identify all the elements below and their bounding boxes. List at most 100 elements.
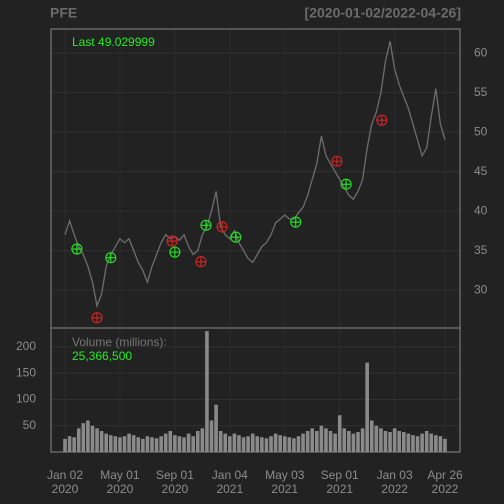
x-tick-label: May 01 2020 bbox=[100, 468, 140, 496]
volume-last: 25,366,500 bbox=[72, 349, 132, 363]
volume-bar bbox=[173, 435, 177, 452]
volume-bar bbox=[131, 435, 136, 452]
volume-bar bbox=[324, 428, 328, 452]
volume-bar bbox=[310, 428, 315, 452]
volume-bar bbox=[319, 425, 324, 452]
volume-bar bbox=[237, 435, 241, 452]
volume-tick-label: 100 bbox=[16, 392, 36, 406]
volume-bar bbox=[347, 430, 351, 452]
volume-bar bbox=[168, 430, 173, 452]
signal-marker bbox=[331, 155, 343, 167]
volume-bar bbox=[401, 432, 406, 452]
volume-bar bbox=[337, 415, 342, 452]
volume-bar bbox=[205, 331, 209, 452]
marker-cross bbox=[71, 244, 82, 255]
volume-bar bbox=[429, 433, 434, 452]
volume-bar bbox=[392, 428, 397, 452]
volume-bar bbox=[122, 436, 127, 452]
x-tick-label: Sep 01 2020 bbox=[156, 468, 194, 496]
volume-bar bbox=[356, 432, 360, 452]
volume-bar bbox=[383, 430, 388, 452]
volume-bar bbox=[104, 433, 109, 452]
marker-cross bbox=[105, 252, 116, 263]
volume-bar bbox=[305, 430, 310, 452]
y-tick-label: 50 bbox=[474, 124, 488, 138]
volume-bar bbox=[232, 433, 237, 452]
volume-bar bbox=[260, 437, 264, 452]
volume-bar bbox=[218, 430, 223, 452]
signal-marker bbox=[166, 235, 178, 247]
volume-bar bbox=[424, 430, 429, 452]
signal-marker bbox=[105, 252, 117, 264]
x-tick-label: Jan 02 2020 bbox=[47, 468, 83, 496]
volume-bar bbox=[388, 432, 392, 452]
marker-cross bbox=[195, 256, 206, 267]
marker-cross bbox=[331, 156, 342, 167]
volume-bar bbox=[154, 438, 159, 452]
signal-marker bbox=[216, 221, 228, 233]
volume-bar bbox=[255, 436, 260, 452]
volume-bar bbox=[374, 425, 379, 452]
volume-bar bbox=[250, 433, 255, 452]
y-tick-label: 30 bbox=[474, 282, 488, 296]
volume-bar bbox=[228, 436, 232, 452]
y-tick-label: 40 bbox=[474, 203, 488, 217]
y-tick-label: 35 bbox=[474, 243, 488, 257]
volume-bar bbox=[67, 436, 72, 452]
volume-bar bbox=[360, 428, 365, 452]
volume-bar bbox=[90, 425, 95, 452]
volume-bar bbox=[264, 438, 269, 452]
marker-cross bbox=[169, 247, 180, 258]
x-tick-label: Jan 03 2022 bbox=[377, 468, 413, 496]
signal-marker bbox=[290, 216, 302, 228]
plot-layer: 30 35 40 45 50 55 60 50 100 150 200 Jan 02 2020 May 0… bbox=[16, 28, 488, 496]
volume-bar bbox=[246, 436, 250, 452]
price-line bbox=[64, 41, 446, 309]
volume-tick-label: 50 bbox=[23, 418, 37, 432]
volume-bar bbox=[342, 428, 347, 452]
volume-bar bbox=[159, 436, 163, 452]
volume-bar bbox=[177, 436, 182, 452]
volume-bar bbox=[406, 433, 411, 452]
signal-marker bbox=[71, 243, 83, 255]
volume-bar bbox=[369, 420, 374, 452]
volume-bar bbox=[351, 433, 356, 452]
volume-bar bbox=[328, 430, 333, 452]
volume-bar bbox=[72, 437, 76, 452]
volume-bar bbox=[195, 430, 200, 452]
volume-bar bbox=[186, 433, 191, 452]
volume-bar bbox=[141, 438, 145, 452]
volume-bar bbox=[420, 433, 424, 452]
marker-cross bbox=[201, 220, 212, 231]
volume-bar bbox=[150, 437, 154, 452]
volume-bar bbox=[214, 404, 218, 452]
chart-title: PFE bbox=[50, 5, 77, 21]
volume-bar bbox=[434, 435, 438, 452]
volume-bar bbox=[136, 437, 141, 452]
volume-bar bbox=[191, 436, 195, 452]
marker-cross bbox=[167, 236, 178, 247]
y-tick-label: 45 bbox=[474, 164, 488, 178]
volume-bar bbox=[209, 420, 214, 452]
signal-marker bbox=[376, 114, 388, 126]
marker-cross bbox=[341, 179, 352, 190]
volume-bar bbox=[95, 428, 99, 452]
volume-bar bbox=[438, 436, 443, 452]
volume-bar bbox=[145, 436, 150, 452]
signal-marker bbox=[195, 256, 207, 268]
x-tick-label: Apr 26 2022 bbox=[427, 468, 463, 496]
signal-marker bbox=[340, 178, 352, 190]
x-tick-label: Jan 04 2021 bbox=[212, 468, 248, 496]
date-range: [2020-01-02/2022-04-26] bbox=[305, 5, 461, 21]
volume-bar bbox=[365, 362, 369, 452]
volume-bar bbox=[81, 423, 86, 452]
marker-cross bbox=[217, 221, 228, 232]
volume-bar bbox=[282, 436, 287, 452]
volume-bar bbox=[379, 428, 383, 452]
volume-bar bbox=[163, 433, 168, 452]
y-tick-label: 60 bbox=[474, 45, 488, 59]
volume-tick-label: 150 bbox=[16, 365, 36, 379]
volume-bar bbox=[333, 433, 337, 452]
volume-bar bbox=[113, 436, 118, 452]
volume-bar bbox=[241, 437, 246, 452]
